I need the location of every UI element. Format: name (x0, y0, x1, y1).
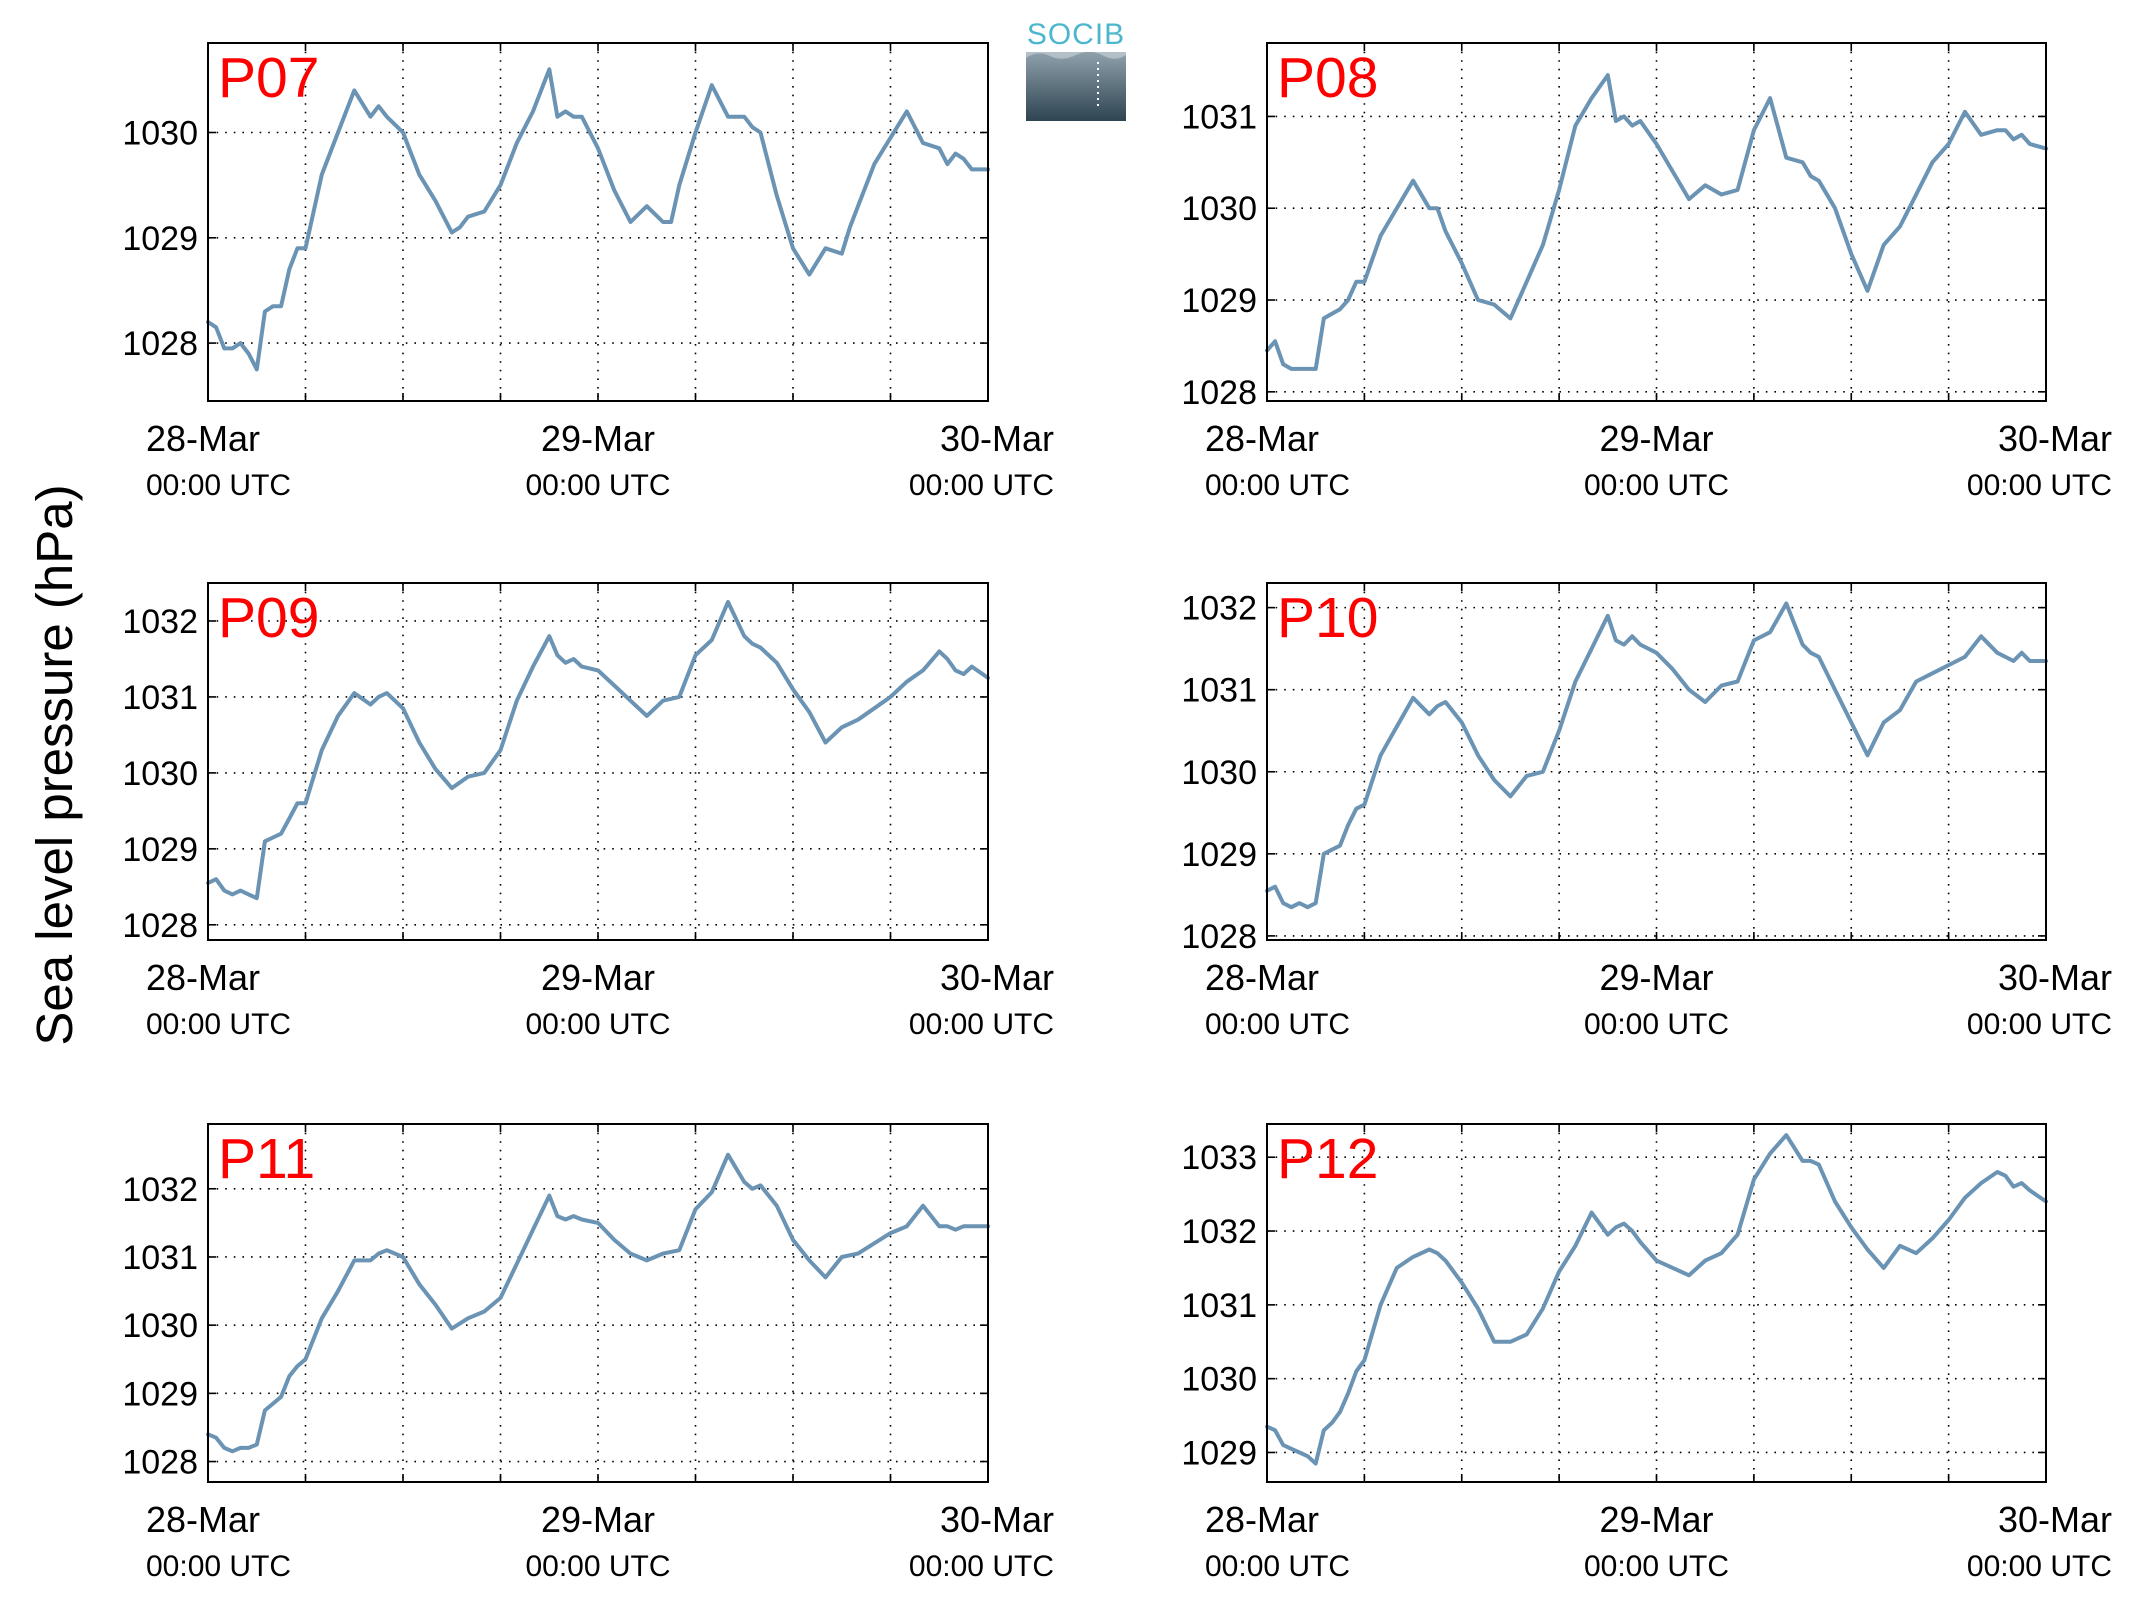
x-tick-sublabel: 00:00 UTC (1205, 1008, 1350, 1041)
y-tick-label: 1028 (122, 907, 198, 945)
x-tick-sublabel: 00:00 UTC (1967, 469, 2112, 502)
logo-text: SOCIB (1027, 18, 1125, 51)
y-tick-label: 1028 (122, 325, 198, 363)
chart-panel-P12: 1029 1030 1031 1032 1033 P12 28-Mar 00:00 UTC 29… (1181, 1123, 2112, 1583)
series-line-P09 (206, 600, 990, 901)
series-line-P07 (206, 67, 990, 372)
x-tick-label: 29-Mar (541, 957, 655, 998)
y-tick-label: 1029 (122, 831, 198, 869)
plot-frame (207, 1123, 989, 1483)
series-line-P10 (1265, 601, 2048, 910)
y-tick-label: 1033 (1181, 1139, 1257, 1177)
x-tick-sublabel: 00:00 UTC (909, 469, 1054, 502)
x-tick-label: 29-Mar (541, 418, 655, 459)
x-tick-label: 29-Mar (1599, 1499, 1713, 1540)
y-tick-label: 1028 (122, 1444, 198, 1482)
logo-mark (1026, 52, 1126, 121)
panel-label: P10 (1277, 586, 1378, 650)
plot-frame (1266, 42, 2047, 402)
x-tick-label: 30-Mar (940, 418, 1054, 459)
x-tick-label: 29-Mar (1599, 957, 1713, 998)
series-line-P11 (206, 1152, 990, 1454)
y-tick-label: 1030 (1181, 190, 1257, 228)
x-tick-label: 29-Mar (1599, 418, 1713, 459)
x-tick-sublabel: 00:00 UTC (1967, 1550, 2112, 1583)
panel-label: P12 (1277, 1127, 1378, 1191)
x-tick-sublabel: 00:00 UTC (909, 1008, 1054, 1041)
plot-frame (207, 42, 989, 402)
y-tick-label: 1030 (122, 115, 198, 153)
y-tick-label: 1032 (122, 1171, 198, 1209)
y-tick-label: 1031 (1181, 1287, 1257, 1325)
chart-panel-P08: 1028 1029 1030 1031 P08 28-Mar 00:00 UTC 29-Mar… (1181, 42, 2112, 502)
x-tick-sublabel: 00:00 UTC (1584, 1008, 1729, 1041)
y-tick-label: 1030 (122, 1307, 198, 1345)
y-tick-label: 1031 (122, 679, 198, 717)
y-tick-label: 1030 (1181, 1361, 1257, 1399)
y-tick-label: 1029 (1181, 836, 1257, 874)
chart-panel-P07: 1028 1029 1030 P07 28-Mar 00:00 UTC 29-Mar 00:0… (122, 42, 1054, 502)
x-tick-label: 29-Mar (541, 1499, 655, 1540)
plot-frame (1266, 1123, 2047, 1483)
x-tick-label: 28-Mar (1205, 1499, 1319, 1540)
x-tick-sublabel: 00:00 UTC (1584, 469, 1729, 502)
y-tick-label: 1029 (122, 1375, 198, 1413)
plot-frame (1266, 582, 2047, 941)
series-line-P12 (1265, 1133, 2048, 1466)
y-tick-label: 1030 (1181, 754, 1257, 792)
y-tick-label: 1032 (1181, 1213, 1257, 1251)
logo-wave (1026, 51, 1126, 59)
x-tick-label: 30-Mar (1998, 418, 2112, 459)
y-tick-label: 1028 (1181, 374, 1257, 412)
panel-label: P09 (218, 586, 319, 650)
x-tick-label: 28-Mar (146, 418, 260, 459)
y-tick-label: 1032 (1181, 590, 1257, 628)
x-tick-label: 28-Mar (146, 957, 260, 998)
x-tick-sublabel: 00:00 UTC (525, 1550, 670, 1583)
y-tick-label: 1031 (122, 1239, 198, 1277)
y-tick-label: 1029 (122, 220, 198, 258)
chart-panel-P09: 1028 1029 1030 1031 1032 P09 28-Mar 00:00 UTC 29… (122, 582, 1054, 1041)
plot-frame (207, 582, 989, 941)
y-tick-label: 1030 (122, 755, 198, 793)
panel-label: P11 (218, 1127, 315, 1191)
x-tick-sublabel: 00:00 UTC (525, 1008, 670, 1041)
y-tick-label: 1028 (1181, 918, 1257, 956)
x-tick-label: 28-Mar (146, 1499, 260, 1540)
x-tick-sublabel: 00:00 UTC (146, 1550, 291, 1583)
x-tick-sublabel: 00:00 UTC (146, 469, 291, 502)
chart-panel-P11: 1028 1029 1030 1031 1032 P11 28-Mar 00:00 UTC 29… (122, 1123, 1054, 1583)
x-tick-label: 30-Mar (1998, 957, 2112, 998)
x-tick-sublabel: 00:00 UTC (1967, 1008, 2112, 1041)
x-tick-sublabel: 00:00 UTC (1584, 1550, 1729, 1583)
x-tick-label: 28-Mar (1205, 957, 1319, 998)
x-tick-label: 28-Mar (1205, 418, 1319, 459)
panel-label: P08 (1277, 46, 1378, 110)
y-tick-label: 1031 (1181, 98, 1257, 136)
x-tick-sublabel: 00:00 UTC (146, 1008, 291, 1041)
panel-label: P07 (218, 46, 319, 110)
x-tick-label: 30-Mar (1998, 1499, 2112, 1540)
x-tick-sublabel: 00:00 UTC (525, 469, 670, 502)
panels: 1028 1029 1030 P07 28-Mar 00:00 UTC 29-Mar 00:0… (122, 42, 2112, 1583)
x-tick-sublabel: 00:00 UTC (1205, 469, 1350, 502)
x-tick-sublabel: 00:00 UTC (909, 1550, 1054, 1583)
y-tick-label: 1029 (1181, 1434, 1257, 1472)
y-axis-label: Sea level pressure (hPa) (26, 484, 83, 1045)
x-tick-label: 30-Mar (940, 957, 1054, 998)
chart-panel-P10: 1028 1029 1030 1031 1032 P10 28-Mar 00:00 UTC 29… (1181, 582, 2112, 1041)
y-tick-label: 1029 (1181, 282, 1257, 320)
series-line-P08 (1265, 73, 2048, 371)
x-tick-sublabel: 00:00 UTC (1205, 1550, 1350, 1583)
x-tick-label: 30-Mar (940, 1499, 1054, 1540)
y-tick-label: 1032 (122, 603, 198, 641)
y-tick-label: 1031 (1181, 672, 1257, 710)
socib-logo: SOCIB (1026, 18, 1126, 121)
